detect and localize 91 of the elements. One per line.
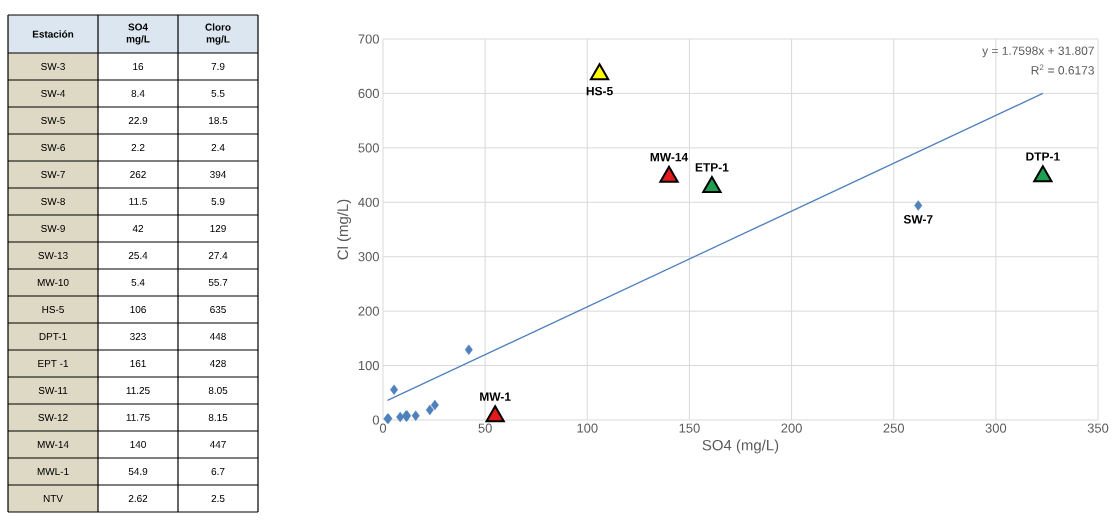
data-label: 447	[209, 441, 226, 448]
y-tick-label: 100	[358, 360, 379, 371]
category-label: MWL-1	[37, 468, 69, 475]
data-label: 11.75	[126, 414, 150, 421]
point	[914, 200, 923, 211]
category-label: SW-11	[38, 386, 68, 395]
series-label: ETP-1	[695, 163, 729, 172]
point	[464, 344, 473, 355]
point	[659, 165, 679, 183]
category-label: SW-7	[41, 170, 65, 179]
category-label: HS-5	[42, 305, 64, 314]
data-label: 55.7	[208, 279, 228, 286]
text: SO4 mg/L	[126, 23, 150, 45]
text: Estación	[32, 30, 74, 38]
point	[702, 176, 722, 194]
x-tick-label: 350	[1087, 423, 1109, 433]
annotation: SW-7	[903, 215, 933, 224]
data-label: 448	[209, 332, 226, 341]
data-label: 323	[130, 332, 146, 341]
point	[1033, 165, 1053, 183]
point	[425, 404, 434, 416]
data-label: 2.2	[131, 144, 145, 151]
category-label: SW-5	[41, 116, 65, 125]
x-tick-label: 0	[379, 423, 387, 433]
data-label: 5.9	[211, 197, 225, 206]
data-label: 5.4	[131, 279, 145, 286]
x-tick-label: 150	[679, 423, 700, 433]
data-label: 8.05	[208, 386, 228, 395]
category-label: SW-9	[41, 224, 65, 233]
data-label: 25.4	[128, 251, 148, 260]
data-label: 106	[130, 305, 146, 314]
category-label: MW-10	[37, 278, 69, 287]
data-label: 428	[209, 359, 226, 368]
data-label: 129	[210, 224, 226, 233]
y-tick-label: 0	[372, 415, 379, 425]
annotation: y = 1.7598x + 31.807	[982, 46, 1094, 58]
data-label: 5.5	[211, 90, 225, 97]
category-label: SW-12	[38, 413, 68, 422]
point	[589, 63, 610, 81]
category-label: EPT -1	[38, 360, 69, 367]
data-label: 6.7	[211, 467, 225, 476]
data-label: 54.9	[128, 467, 148, 476]
series-label: MW-1	[480, 392, 511, 401]
x-tick-label: 250	[883, 423, 905, 433]
text: Cloro mg/L	[205, 23, 231, 45]
x-tick-label: 50	[478, 423, 492, 433]
data-label: 22.9	[128, 116, 148, 125]
category-label: NTV	[43, 495, 63, 502]
x-tick-label: 300	[985, 423, 1007, 433]
data-label: 11.25	[126, 386, 150, 395]
data-label: 16	[133, 62, 144, 71]
y-tick-label: 600	[358, 88, 379, 98]
point	[430, 399, 439, 411]
category-label: DPT-1	[39, 333, 67, 340]
y-tick-label: 700	[358, 34, 379, 44]
data-label: 18.5	[209, 116, 228, 125]
data-label: 2.62	[128, 494, 148, 503]
data-label: 8.4	[131, 89, 145, 98]
x-tick-label: 100	[577, 423, 598, 433]
data-label: 27.4	[208, 252, 228, 259]
data-label: 11.5	[129, 198, 147, 205]
series-label: DTP-1	[1026, 152, 1060, 161]
y-tick-label: 500	[358, 143, 379, 153]
point	[411, 410, 420, 421]
x-tick-label: 200	[781, 423, 802, 433]
data-label: 2.4	[211, 144, 225, 151]
category-label: SW-4	[41, 89, 66, 98]
data-label: 394	[210, 170, 227, 179]
category-label: SW-6	[41, 143, 65, 152]
y-tick-label: 300	[358, 252, 379, 262]
data-label: 262	[130, 170, 146, 179]
data-label: 8.15	[208, 413, 228, 422]
series-label: MW-14	[650, 152, 689, 162]
y-tick-label: 400	[358, 197, 379, 207]
point	[390, 384, 398, 395]
data-label: 161	[130, 359, 146, 368]
data-label: 2.5	[211, 494, 225, 503]
annotation: R$^{2}$ = 0.6173	[1031, 64, 1094, 75]
y-tick-label: 200	[358, 306, 379, 316]
data-label: 635	[210, 305, 226, 314]
series-label: HS-5	[586, 86, 613, 96]
data-label: 7.9	[211, 62, 225, 71]
category-label: SW-13	[38, 251, 68, 260]
category-label: MW-14	[37, 441, 69, 448]
category-label: SW-3	[41, 62, 65, 71]
data-label: 42	[132, 225, 144, 232]
category-label: SW-8	[41, 197, 65, 206]
point	[396, 411, 405, 423]
y-axis-title: Cl (mg/L)	[337, 199, 352, 260]
x-axis-title: SO4 (mg/L)	[702, 439, 779, 454]
data-label: 140	[130, 440, 146, 449]
